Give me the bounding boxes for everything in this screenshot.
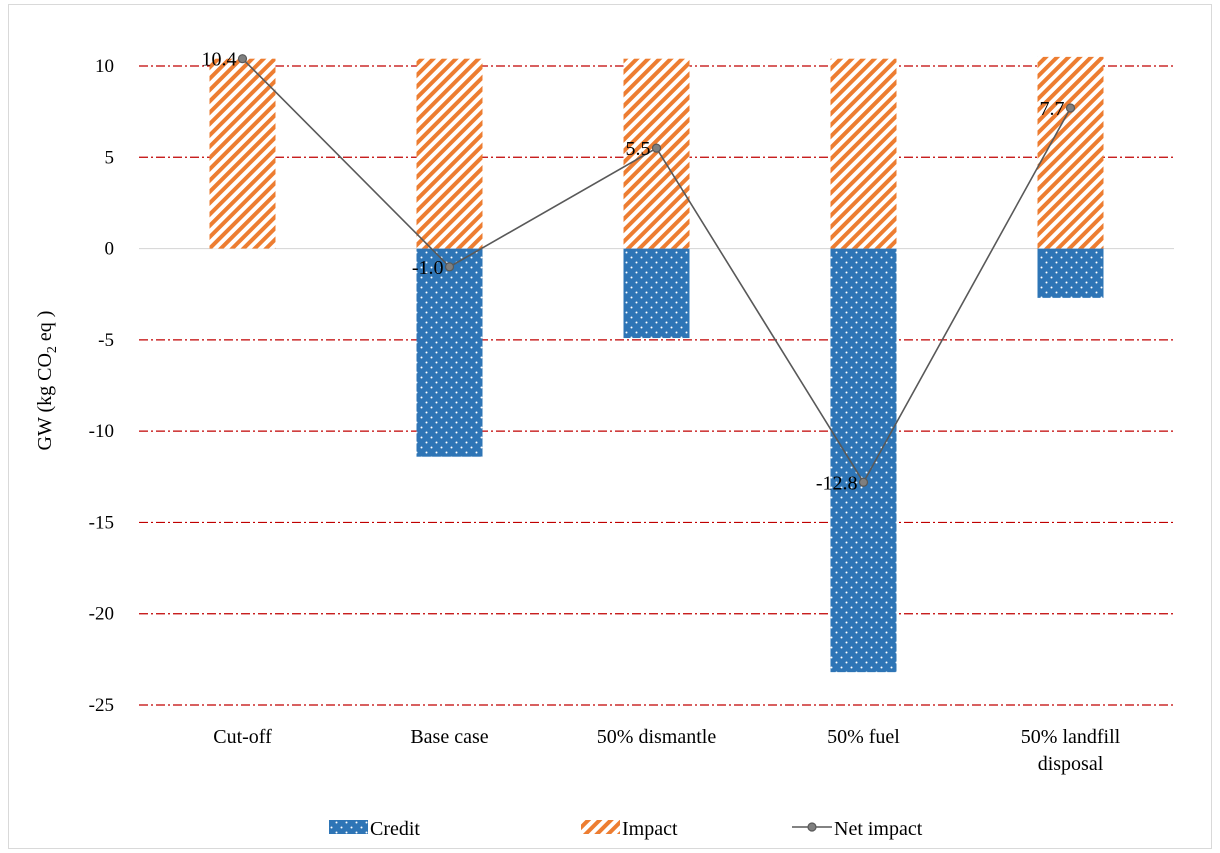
legend-marker (807, 822, 817, 832)
x-category-label: 50% landfill (1021, 726, 1121, 748)
x-category-label: 50% dismantle (597, 726, 717, 748)
legend-swatch (581, 820, 620, 834)
y-tick-label: 5 (105, 147, 115, 168)
net-impact-data-label: 5.5 (626, 138, 651, 160)
x-category-label: Base case (410, 726, 488, 748)
legend-item: Credit (329, 818, 420, 840)
net-impact-point (444, 262, 455, 272)
net-impact-data-label: -1.0 (412, 257, 444, 279)
legend-swatch (329, 820, 368, 834)
impact-bar (623, 58, 690, 249)
legend-label: Net impact (834, 818, 923, 840)
y-tick-label: 0 (105, 239, 115, 260)
legend-item: Impact (581, 818, 678, 840)
legend-label: Credit (370, 818, 420, 840)
y-tick-label: -15 (89, 512, 114, 533)
net-impact-point (858, 477, 869, 487)
chart-svg: 10.4 -1.0 5.5 -12.8 7.7 10 5 0 -5 -10 -15 -20 -25 C… (34, 49, 1174, 840)
y-tick-label: -25 (89, 695, 114, 716)
net-impact-point (1065, 103, 1076, 113)
credit-bar (623, 248, 690, 339)
impact-bar (1037, 56, 1104, 249)
x-category-label: Cut-off (213, 726, 272, 748)
x-category-label: 50% fuel (827, 726, 900, 748)
impact-bar (830, 58, 897, 249)
net-impact-data-label: -12.8 (816, 472, 858, 494)
net-impact-point (237, 54, 248, 64)
y-tick-label: -10 (89, 421, 114, 442)
net-impact-data-label: 10.4 (202, 49, 237, 71)
impact-bar (209, 58, 276, 249)
net-impact-data-label: 7.7 (1040, 98, 1065, 120)
y-axis-label: GW (kg CO2 eq ) (34, 311, 60, 451)
legend-item: Net impact (792, 818, 923, 840)
y-tick-label: 10 (95, 56, 114, 77)
net-impact-point (651, 143, 662, 153)
credit-bar (1037, 248, 1104, 298)
chart-area: 10.4 -1.0 5.5 -12.8 7.7 10 5 0 -5 -10 -15 -20 -25 C… (8, 4, 1212, 849)
y-tick-label: -5 (98, 330, 114, 351)
legend-label: Impact (622, 818, 678, 840)
x-category-label: disposal (1038, 753, 1104, 775)
credit-bar (416, 248, 483, 457)
credit-bar (830, 248, 897, 673)
y-tick-label: -20 (89, 604, 114, 625)
impact-bar (416, 58, 483, 249)
